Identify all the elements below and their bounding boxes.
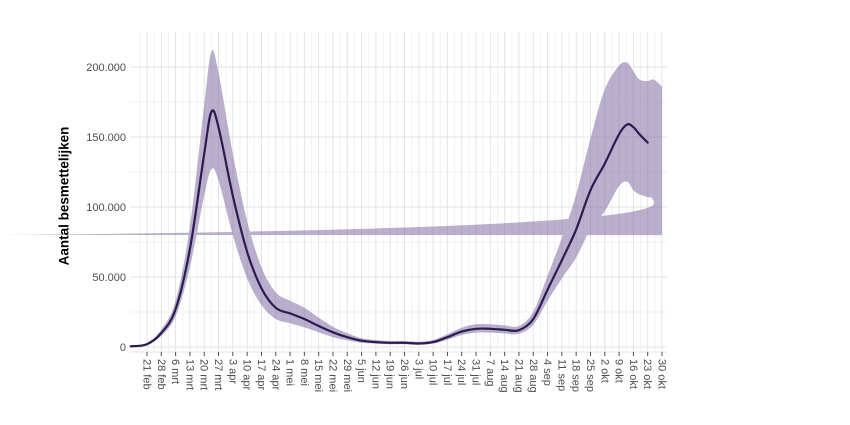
x-tick-label: 23 okt: [641, 359, 653, 389]
x-tick-label: 27 mrt: [212, 359, 224, 390]
x-tick-label: 29 mei: [341, 359, 353, 392]
x-tick-label: 3 apr: [226, 359, 238, 384]
x-tick-label: 6 mrt: [169, 359, 181, 384]
x-tick-label: 28 feb: [155, 359, 167, 390]
mean-line: [129, 109, 649, 348]
x-tick-label: 10 apr: [241, 359, 253, 391]
x-tick-label: 7 aug: [484, 359, 496, 387]
y-tick-label: 100.000: [86, 202, 126, 214]
x-tick-label: 30 okt: [656, 359, 668, 389]
x-tick-label: 9 okt: [613, 359, 625, 383]
x-tick-label: 24 jul: [455, 359, 467, 385]
x-tick-label: 5 jun: [355, 359, 367, 383]
y-tick-label: 200.000: [86, 62, 126, 74]
x-tick-label: 14 aug: [498, 359, 510, 393]
y-tick-label: 50.000: [92, 272, 126, 284]
x-tick-label: 21 feb: [141, 359, 153, 390]
x-tick-label: 15 mei: [312, 359, 324, 392]
x-tick-label: 2 okt: [598, 359, 610, 383]
x-tick-label: 1 mei: [284, 359, 296, 386]
x-tick-label: 26 jun: [398, 359, 410, 389]
x-tick-label: 12 jun: [369, 359, 381, 389]
x-tick-label: 8 mei: [298, 359, 310, 386]
x-tick-label: 24 apr: [269, 359, 281, 391]
x-tick-label: 22 mei: [326, 359, 338, 392]
x-tick-label: 20 mrt: [198, 359, 210, 390]
y-axis-title: Aantal besmettelijken: [56, 126, 72, 266]
x-tick-label: 17 apr: [255, 359, 267, 391]
x-tick-label: 11 sep: [555, 359, 567, 391]
x-tick-label: 4 sep: [541, 359, 553, 386]
x-tick-label: 21 aug: [512, 359, 524, 393]
y-tick-label: 150.000: [86, 132, 126, 144]
x-tick-label: 13 mrt: [183, 359, 195, 390]
x-tick-label: 25 sep: [584, 359, 596, 392]
x-tick-label: 17 jul: [441, 359, 453, 385]
x-tick-label: 3 jul: [412, 359, 424, 379]
confidence-band: [0, 50, 662, 347]
y-tick-label: 0: [120, 342, 126, 354]
x-tick-label: 31 jul: [470, 359, 482, 385]
x-tick-label: 10 jul: [427, 359, 439, 385]
x-tick-label: 16 okt: [627, 359, 639, 389]
x-tick-label: 28 aug: [527, 359, 539, 393]
x-tick-label: 19 jun: [384, 359, 396, 389]
x-tick-label: 18 sep: [570, 359, 582, 392]
